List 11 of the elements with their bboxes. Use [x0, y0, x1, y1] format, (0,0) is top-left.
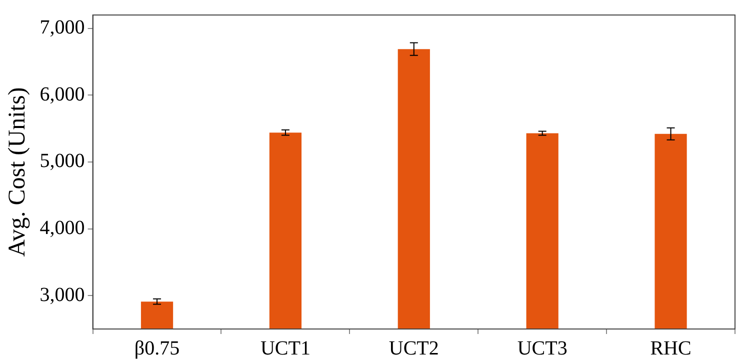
y-tick-label: 6,000: [40, 83, 85, 106]
y-tick-label: 7,000: [40, 16, 85, 39]
x-tick-label: β0.75: [134, 337, 180, 360]
x-tick-label: RHC: [650, 337, 692, 360]
y-tick-label: 5,000: [40, 150, 85, 172]
y-tick-label: 4,000: [40, 217, 85, 240]
x-tick-label: UCT1: [260, 337, 310, 360]
x-tick-label: UCT3: [517, 337, 568, 360]
y-axis-title: Avg. Cost (Units): [4, 87, 31, 257]
y-tick-label: 3,000: [40, 284, 85, 306]
x-tick-label: UCT2: [388, 337, 439, 360]
